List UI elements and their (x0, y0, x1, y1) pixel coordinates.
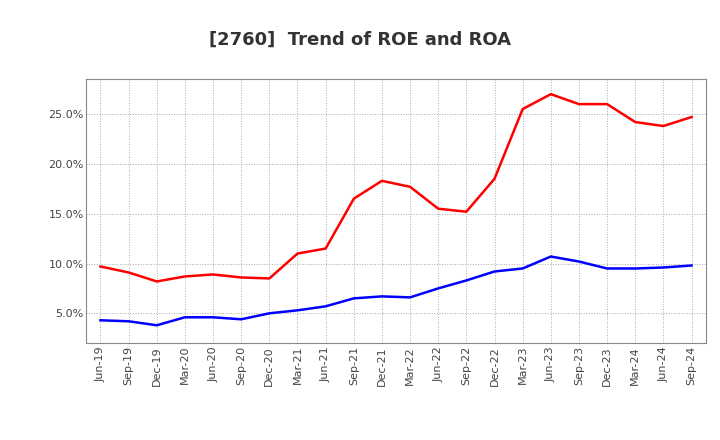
ROE (462, 209, 471, 214)
ROA (546, 254, 555, 259)
ROA (518, 266, 527, 271)
ROE (237, 275, 246, 280)
ROA (575, 259, 583, 264)
ROA (434, 286, 443, 291)
ROA (462, 278, 471, 283)
ROE (209, 272, 217, 277)
ROA (181, 315, 189, 320)
Line: ROE: ROE (101, 94, 691, 282)
ROA (209, 315, 217, 320)
Text: [2760]  Trend of ROE and ROA: [2760] Trend of ROE and ROA (209, 31, 511, 49)
ROA (96, 318, 105, 323)
ROA (153, 323, 161, 328)
ROE (659, 123, 667, 128)
ROE (265, 276, 274, 281)
ROE (153, 279, 161, 284)
ROA (603, 266, 611, 271)
ROE (434, 206, 443, 211)
ROE (603, 102, 611, 107)
ROA (321, 304, 330, 309)
ROA (687, 263, 696, 268)
Line: ROA: ROA (101, 257, 691, 325)
ROA (490, 269, 499, 274)
ROE (687, 114, 696, 120)
ROE (125, 270, 133, 275)
ROA (631, 266, 639, 271)
ROA (265, 311, 274, 316)
ROE (96, 264, 105, 269)
ROE (518, 106, 527, 112)
ROA (377, 294, 386, 299)
ROA (659, 265, 667, 270)
ROA (406, 295, 415, 300)
ROA (125, 319, 133, 324)
ROE (377, 178, 386, 183)
ROE (321, 246, 330, 251)
ROE (631, 119, 639, 125)
ROE (546, 92, 555, 97)
ROE (406, 184, 415, 190)
ROA (237, 317, 246, 322)
ROA (349, 296, 358, 301)
ROA (293, 308, 302, 313)
ROE (575, 102, 583, 107)
ROE (490, 176, 499, 181)
ROE (181, 274, 189, 279)
ROE (293, 251, 302, 256)
ROE (349, 196, 358, 202)
